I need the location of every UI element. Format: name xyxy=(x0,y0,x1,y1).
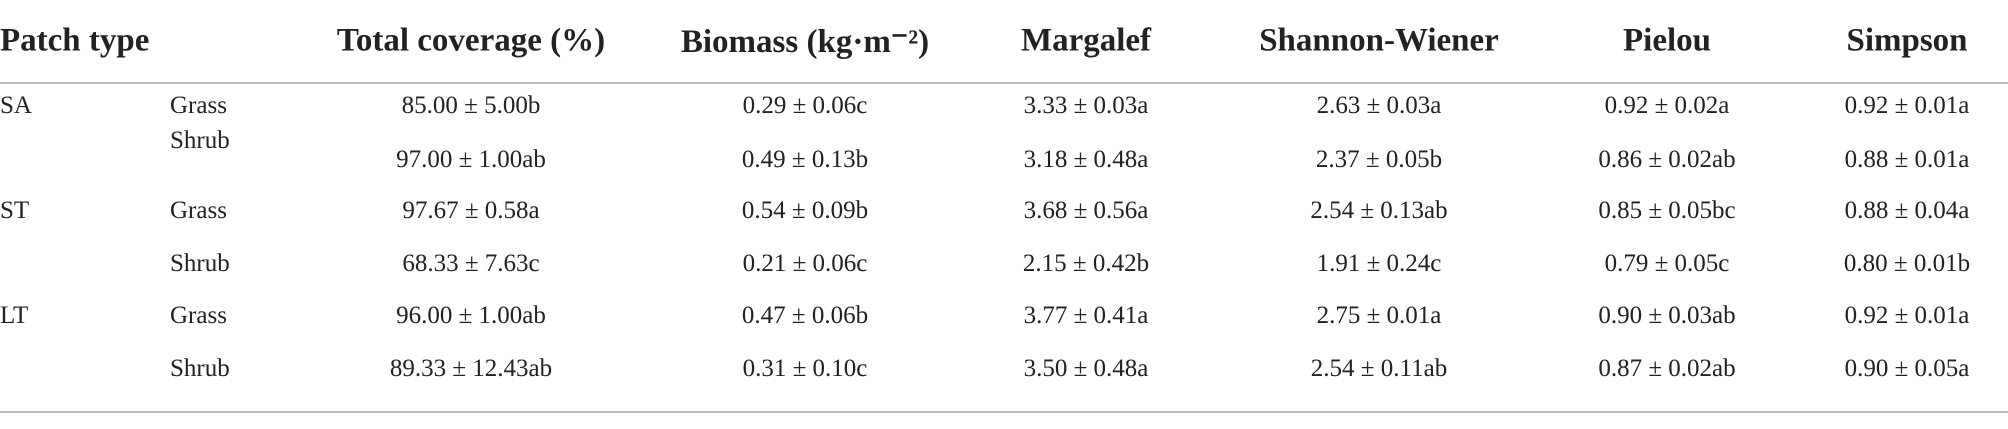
bottom-rule xyxy=(0,411,2008,413)
header-cell: Pielou xyxy=(1623,22,1711,59)
value-cell: 3.18 ± 0.48a xyxy=(1023,146,1149,173)
value-cell: 0.88 ± 0.04a xyxy=(1844,197,1970,224)
value-cell: 0.49 ± 0.13b xyxy=(741,146,869,173)
value-cell: 0.54 ± 0.09b xyxy=(741,197,869,224)
value-cell: 0.86 ± 0.02ab xyxy=(1598,146,1736,173)
value-cell: 68.33 ± 7.63c xyxy=(402,250,540,277)
value-cell: 0.87 ± 0.02ab xyxy=(1598,355,1736,382)
type-cell: Grass xyxy=(170,197,227,224)
type-cell: Shrub xyxy=(170,250,230,277)
header-cell: Shannon-Wiener xyxy=(1259,22,1499,59)
value-cell: 0.88 ± 0.01a xyxy=(1844,146,1970,173)
value-cell: 3.77 ± 0.41a xyxy=(1023,302,1149,329)
value-cell: 3.68 ± 0.56a xyxy=(1023,197,1149,224)
value-cell: 0.92 ± 0.02a xyxy=(1604,92,1730,119)
value-cell: 96.00 ± 1.00ab xyxy=(396,302,546,329)
value-cell: 85.00 ± 5.00b xyxy=(401,92,541,119)
value-cell: 0.85 ± 0.05bc xyxy=(1598,197,1736,224)
header-rule xyxy=(0,82,2008,84)
value-cell: 0.29 ± 0.06c xyxy=(742,92,868,119)
value-cell: 97.67 ± 0.58a xyxy=(402,197,540,224)
value-cell: 2.54 ± 0.11ab xyxy=(1310,355,1448,382)
type-cell: Shrub xyxy=(170,127,230,154)
type-cell: Shrub xyxy=(170,355,230,382)
value-cell: 0.90 ± 0.05a xyxy=(1844,355,1970,382)
value-cell: 0.47 ± 0.06b xyxy=(741,302,869,329)
value-cell: 0.31 ± 0.10c xyxy=(742,355,868,382)
value-cell: 2.15 ± 0.42b xyxy=(1022,250,1150,277)
value-cell: 97.00 ± 1.00ab xyxy=(396,146,546,173)
value-cell: 2.37 ± 0.05b xyxy=(1315,146,1443,173)
value-cell: 3.50 ± 0.48a xyxy=(1023,355,1149,382)
header-cell: Patch type xyxy=(0,22,150,59)
value-cell: 2.75 ± 0.01a xyxy=(1316,302,1442,329)
header-cell: Total coverage (%) xyxy=(336,22,606,59)
value-cell: 0.21 ± 0.06c xyxy=(742,250,868,277)
header-cell: Simpson xyxy=(1846,22,1968,59)
site-cell: LT xyxy=(0,302,29,329)
value-cell: 89.33 ± 12.43ab xyxy=(389,355,553,382)
site-cell: ST xyxy=(0,197,30,224)
type-cell: Grass xyxy=(170,302,227,329)
value-cell: 0.79 ± 0.05c xyxy=(1604,250,1730,277)
value-cell: 0.92 ± 0.01a xyxy=(1844,92,1970,119)
value-cell: 2.63 ± 0.03a xyxy=(1316,92,1442,119)
value-cell: 0.92 ± 0.01a xyxy=(1844,302,1970,329)
header-cell: Biomass (kg·m⁻²) xyxy=(680,24,930,60)
type-cell: Grass xyxy=(170,92,227,119)
value-cell: 0.90 ± 0.03ab xyxy=(1598,302,1736,329)
value-cell: 0.80 ± 0.01b xyxy=(1843,250,1971,277)
header-cell: Margalef xyxy=(1020,22,1152,59)
site-cell: SA xyxy=(0,92,32,119)
value-cell: 1.91 ± 0.24c xyxy=(1316,250,1442,277)
value-cell: 3.33 ± 0.03a xyxy=(1023,92,1149,119)
value-cell: 2.54 ± 0.13ab xyxy=(1310,197,1448,224)
